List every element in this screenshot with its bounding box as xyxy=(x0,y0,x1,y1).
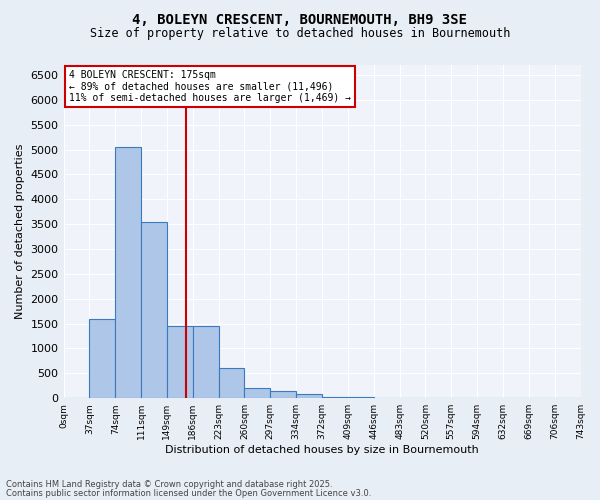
Text: Contains public sector information licensed under the Open Government Licence v3: Contains public sector information licen… xyxy=(6,488,371,498)
Bar xyxy=(89,318,115,398)
Text: Size of property relative to detached houses in Bournemouth: Size of property relative to detached ho… xyxy=(90,28,510,40)
X-axis label: Distribution of detached houses by size in Bournemouth: Distribution of detached houses by size … xyxy=(165,445,479,455)
Bar xyxy=(115,147,141,398)
Text: 4, BOLEYN CRESCENT, BOURNEMOUTH, BH9 3SE: 4, BOLEYN CRESCENT, BOURNEMOUTH, BH9 3SE xyxy=(133,12,467,26)
Bar xyxy=(218,368,244,398)
Bar xyxy=(322,397,348,398)
Bar xyxy=(244,388,271,398)
Bar xyxy=(193,326,218,398)
Bar xyxy=(141,222,167,398)
Bar xyxy=(271,390,296,398)
Y-axis label: Number of detached properties: Number of detached properties xyxy=(15,144,25,320)
Text: Contains HM Land Registry data © Crown copyright and database right 2025.: Contains HM Land Registry data © Crown c… xyxy=(6,480,332,489)
Bar xyxy=(296,394,322,398)
Bar xyxy=(167,326,193,398)
Text: 4 BOLEYN CRESCENT: 175sqm
← 89% of detached houses are smaller (11,496)
11% of s: 4 BOLEYN CRESCENT: 175sqm ← 89% of detac… xyxy=(69,70,351,103)
